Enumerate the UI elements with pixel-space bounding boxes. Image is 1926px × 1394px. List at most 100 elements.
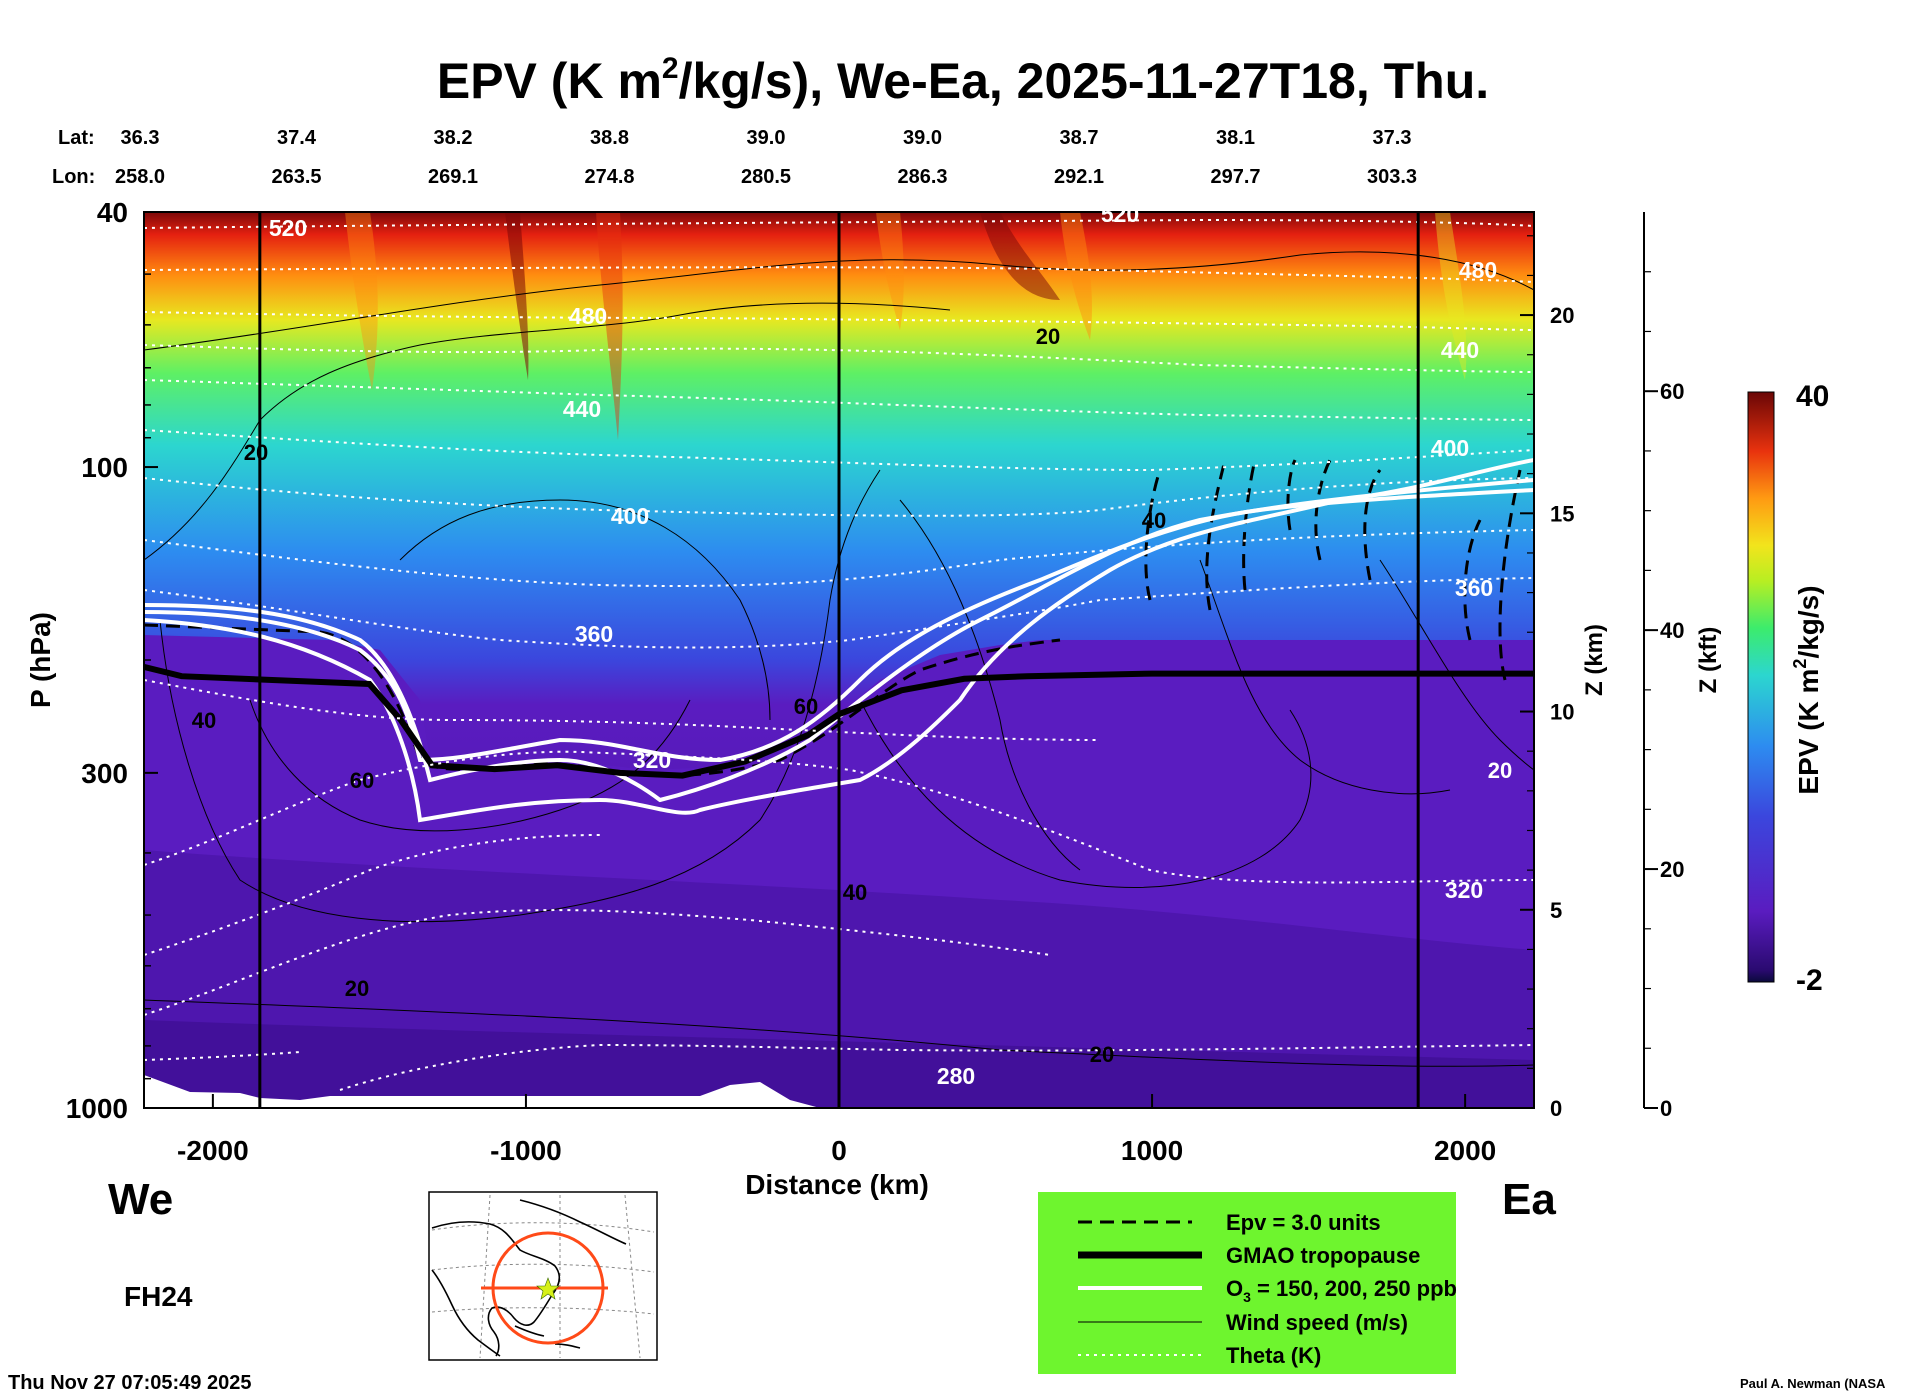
z-km-axis-label: Z (km) — [1581, 624, 1608, 696]
epv-streak — [505, 212, 529, 380]
theta-label: 440 — [1441, 337, 1479, 363]
lat-values: 36.3 37.4 38.2 38.8 39.0 39.0 38.7 38.1 37.3 — [121, 127, 1412, 149]
y-tick-label: 1000 — [66, 1093, 128, 1124]
z-kft-tick-label: 40 — [1660, 618, 1684, 643]
theta-label: 480 — [569, 303, 607, 329]
lon-values: 258.0 263.5 269.1 274.8 280.5 286.3 292.1 297.7… — [115, 166, 1417, 188]
lat-value: 38.7 — [1060, 127, 1099, 149]
colorbar-min-label: -2 — [1796, 964, 1823, 997]
epv-streak — [1435, 212, 1467, 380]
wind-label: 60 — [794, 694, 818, 719]
epv-streak — [596, 212, 623, 440]
theta-labels: 520 520 480 480 440 440 400 400 360 360 … — [269, 201, 1497, 1089]
wind-label: 40 — [1142, 508, 1166, 533]
legend-label-epv: Epv = 3.0 units — [1226, 1210, 1381, 1235]
theta-label: 480 — [1459, 257, 1497, 283]
reference-lines — [258, 212, 1420, 1108]
z-km-tick-label: 20 — [1550, 303, 1574, 328]
terrain-mask — [144, 1075, 820, 1108]
wind-label: 20 — [244, 440, 268, 465]
lon-value: 263.5 — [271, 166, 321, 188]
theta-label: 360 — [1455, 575, 1493, 601]
coastline — [431, 1221, 561, 1357]
theta-label: 280 — [937, 1063, 975, 1089]
lat-value: 37.4 — [277, 127, 317, 149]
lat-value: 39.0 — [903, 127, 942, 149]
z-kft-tick-label: 0 — [1660, 1096, 1672, 1121]
timestamp-label: Thu Nov 27 07:05:49 2025 — [8, 1372, 251, 1394]
ozone-contours — [144, 458, 1534, 823]
lon-value: 297.7 — [1210, 166, 1260, 188]
legend-label-ozone: O3 = 150, 200, 250 ppb — [1226, 1276, 1457, 1305]
wind-contour — [1199, 559, 1451, 795]
z-km-tick-label: 15 — [1550, 501, 1574, 526]
credit-label: Paul A. Newman (NASA — [1740, 1376, 1886, 1391]
wind-contour — [144, 999, 1534, 1067]
theta-label: 320 — [1445, 877, 1483, 903]
y-axis: 40 100 300 1000 — [66, 197, 158, 1124]
wind-contour — [144, 251, 1534, 351]
epv-streak — [980, 212, 1060, 300]
wind-label: 20 — [1488, 758, 1512, 783]
legend: Epv = 3.0 units GMAO tropopause O3 = 150… — [1038, 1192, 1457, 1374]
theta-isentrope — [339, 1043, 1534, 1091]
wind-label: 40 — [192, 708, 216, 733]
z-kft-axis: 0 20 40 60 — [1643, 212, 1684, 1121]
wind-contour — [159, 469, 881, 923]
wind-contour — [859, 699, 1312, 888]
coastline — [519, 1199, 627, 1245]
wind-speed-contours — [144, 251, 1534, 1067]
x-tick-label: -2000 — [177, 1135, 249, 1166]
x-tick-label: 1000 — [1121, 1135, 1183, 1166]
legend-label-tropopause: GMAO tropopause — [1226, 1243, 1420, 1268]
center-star-icon — [536, 1277, 560, 1300]
chart-title: EPV (K m2/kg/s), We-Ea, 2025-11-27T18, T… — [437, 52, 1489, 109]
east-label: Ea — [1502, 1175, 1556, 1224]
x-axis: -2000 -1000 0 1000 2000 — [177, 1094, 1496, 1166]
lon-value: 258.0 — [115, 166, 165, 188]
wind-label: 20 — [1090, 1042, 1114, 1067]
y-tick-label: 100 — [81, 452, 128, 483]
coastline — [514, 1325, 581, 1349]
z-km-tick-label: 5 — [1550, 898, 1562, 923]
wind-contour — [144, 302, 951, 561]
graticule-line — [431, 1222, 655, 1233]
theta-label: 400 — [611, 503, 649, 529]
z-km-tick-label: 10 — [1550, 700, 1574, 725]
theta-label: 360 — [575, 621, 613, 647]
theta-label: 400 — [1431, 435, 1469, 461]
lat-value: 37.3 — [1373, 127, 1412, 149]
wind-label: 20 — [345, 976, 369, 1001]
lat-value: 39.0 — [747, 127, 786, 149]
z-kft-axis-label: Z (kft) — [1695, 627, 1722, 694]
z-km-axis: 0 5 10 15 20 — [1520, 212, 1574, 1121]
forecast-hour-label: FH24 — [124, 1281, 193, 1312]
map-coastlines — [431, 1199, 627, 1357]
lat-value: 38.2 — [434, 127, 473, 149]
z-km-tick-label: 0 — [1550, 1096, 1562, 1121]
lon-value: 286.3 — [897, 166, 947, 188]
wind-contour — [399, 499, 771, 721]
theta-isentrope — [144, 529, 1534, 587]
lon-value: 280.5 — [741, 166, 791, 188]
ozone-contour — [144, 478, 1534, 803]
ozone-contour — [144, 458, 1534, 823]
gmao-tropopause-line — [144, 663, 1534, 779]
theta-isentrope — [144, 679, 1101, 741]
west-label: We — [108, 1175, 173, 1224]
lon-header: Lon: — [52, 166, 95, 188]
wind-label: 60 — [350, 768, 374, 793]
lon-value: 292.1 — [1054, 166, 1104, 188]
contour-labels: 520 520 480 480 440 440 400 400 360 360 … — [192, 201, 1512, 1089]
x-tick-label: 0 — [831, 1135, 847, 1166]
wind-contour — [1379, 559, 1534, 771]
colorbar-max-label: 40 — [1796, 380, 1829, 413]
lon-value: 274.8 — [584, 166, 634, 188]
y-tick-label: 40 — [97, 197, 128, 228]
lat-header: Lat: — [58, 127, 95, 149]
lat-value: 38.8 — [590, 127, 629, 149]
colorbar — [1747, 391, 1775, 983]
legend-label-theta: Theta (K) — [1226, 1343, 1321, 1368]
wind-label: 40 — [843, 880, 867, 905]
